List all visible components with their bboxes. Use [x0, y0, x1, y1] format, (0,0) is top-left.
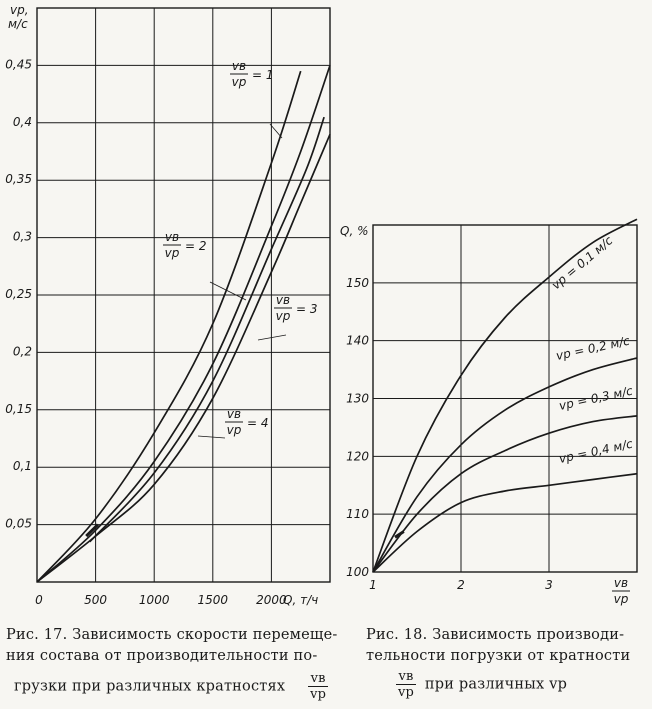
figure-17-caption: Рис. 17. Зависимость скорости перемеще- …	[6, 625, 337, 702]
fig18-y-tick-label: 110	[346, 507, 369, 521]
fig17-curve-label-num: vв	[276, 293, 290, 307]
fig18-x-tick-label: 3	[545, 578, 553, 592]
fig17-y-tick-label: 0,45	[5, 57, 32, 71]
fig17-curve-label-num: vв	[232, 59, 246, 73]
caption-17-line-3-text: грузки при различных кратностях	[14, 678, 286, 695]
fig18-series-label: vр = 0,1 м/с	[549, 233, 616, 292]
fig17-y-tick-label: 0,2	[13, 344, 32, 358]
caption-18-line-1: Рис. 18. Зависимость производи-	[366, 627, 625, 643]
caption-18-line-2: тельности погрузки от кратности	[366, 648, 631, 664]
fig17-series-line	[36, 70, 302, 583]
caption-17-ratio-den: vр	[310, 687, 327, 702]
fig17-y-tick-label: 0,15	[5, 402, 32, 416]
fig17-y-tick-label: 0,25	[5, 287, 32, 301]
fig17-curve-label: vв vр = 3	[274, 293, 318, 323]
fig17-curve-label-value: = 1	[252, 68, 274, 82]
fig18-x-tick-label: 2	[457, 578, 465, 592]
caption-17-line-2: ния состава от производительности по-	[6, 648, 318, 664]
caption-18-line-3-text: при различных vр	[424, 676, 568, 693]
fig17-x-tick-label: 1000	[139, 593, 170, 607]
fig17-curve-label: vв vр = 4	[225, 407, 269, 437]
fig17-curve-label-value: = 2	[185, 239, 207, 253]
fig18-x-axis-label: vв vр	[612, 576, 630, 606]
fig17-x-tick-label: 2000	[256, 593, 287, 607]
caption-17-line-1: Рис. 17. Зависимость скорости перемеще-	[6, 627, 338, 643]
fig17-y-tick-label: 0,35	[5, 172, 32, 186]
fig18-y-tick-label: 130	[346, 392, 369, 406]
fig17-series-line	[89, 116, 325, 543]
fig17-x-tick-label: 500	[84, 593, 107, 607]
fig17-series-line	[36, 133, 331, 583]
fig17-curve-label: vв vр = 1	[230, 59, 274, 89]
fig18-series-label: vр = 0,3 м/с	[558, 384, 635, 413]
caption-18-ratio-num: vв	[396, 669, 417, 685]
fig17-y-tick-label: 0,1	[13, 459, 32, 473]
fig17-y-axis-label: vр,	[10, 3, 29, 17]
fig17-y-tick-label: 0,4	[13, 115, 32, 129]
caption-18-ratio: vв vр	[396, 669, 417, 700]
fig17-label-leader	[257, 334, 287, 341]
fig17-label-leader	[197, 435, 226, 439]
fig17-curve-label-den: vр	[165, 246, 180, 260]
fig17-y-tick-label: 0,3	[13, 230, 32, 244]
fig18-y-tick-label: 100	[346, 565, 369, 579]
fig18-lower-mark	[394, 530, 405, 539]
fig17-x-axis-label: Q, т/ч	[283, 593, 318, 607]
fig18-series-label: vр = 0,2 м/с	[555, 334, 632, 363]
figure-17-chart: 0 500 1000 1500 2000 0,05 0,1 0,15 0,2 0,25 0,3 0,3…	[5, 3, 331, 607]
fig17-lower-mark	[85, 523, 99, 538]
figure-18-chart: 1 2 3 100 110 120 130 140 150 Q, % vв vр vр = 0,1 м/…	[340, 218, 638, 606]
fig18-y-tick-label: 140	[346, 334, 369, 348]
fig17-curve-label-den: vр	[232, 75, 247, 89]
fig18-y-axis-label: Q, %	[340, 224, 368, 238]
fig17-x-tick-label: 1500	[198, 593, 229, 607]
fig17-series-line	[36, 65, 331, 583]
caption-17-ratio-num: vв	[308, 671, 329, 687]
fig17-curve-label-den: vр	[227, 423, 242, 437]
fig17-curve-label-value: = 3	[296, 302, 318, 316]
fig18-x-axis-label-num: vв	[614, 576, 628, 590]
fig17-label-leader	[209, 281, 247, 301]
fig17-curve-label-value: = 4	[247, 416, 269, 430]
figure-18-caption: Рис. 18. Зависимость производи- тельност…	[366, 625, 630, 700]
fig18-series-line	[372, 415, 638, 573]
fig17-curve-label-num: vв	[165, 230, 179, 244]
fig17-curve-label-num: vв	[227, 407, 241, 421]
fig18-y-tick-label: 150	[346, 276, 369, 290]
caption-18-line-3: vв vр при различных vр	[392, 669, 630, 700]
fig17-label-leader	[269, 123, 283, 139]
fig17-x-tick-label: 0	[35, 593, 43, 607]
fig18-series-line	[372, 218, 638, 573]
fig18-x-axis-label-den: vр	[614, 592, 629, 606]
fig17-y-axis-unit: м/с	[8, 17, 28, 31]
fig18-series-label: vр = 0,4 м/с	[558, 437, 635, 466]
fig17-y-tick-label: 0,05	[5, 517, 32, 531]
fig17-curve-label: vв vр = 2	[163, 230, 207, 260]
fig17-curve-label-den: vр	[276, 309, 291, 323]
caption-17-ratio: vв vр	[308, 671, 329, 702]
fig18-series-line	[372, 472, 638, 573]
fig18-y-tick-label: 120	[346, 449, 369, 463]
caption-18-ratio-den: vр	[398, 685, 415, 700]
fig18-x-tick-label: 1	[369, 578, 377, 592]
caption-17-line-3: грузки при различных кратностях vв vр	[14, 671, 337, 702]
fig18-series-line	[372, 357, 638, 573]
